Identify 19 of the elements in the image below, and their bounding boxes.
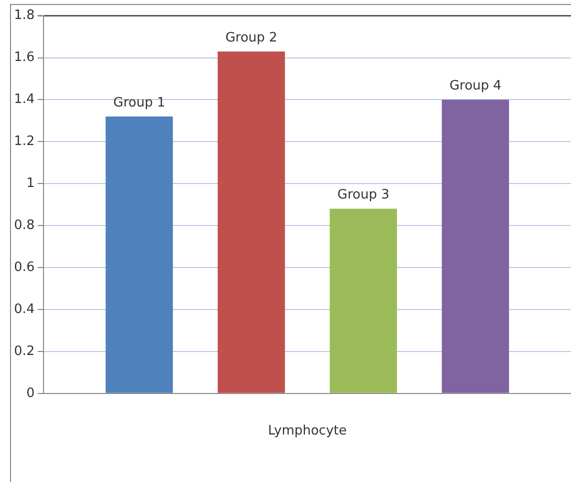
- series-label: Group 2: [225, 30, 278, 46]
- y-tick-label: 0.2: [14, 344, 35, 359]
- y-tick-label: 1.2: [14, 134, 35, 150]
- y-tick-label: 1: [26, 176, 35, 191]
- bar: [106, 116, 173, 393]
- bar: [442, 100, 510, 393]
- series-label: Group 4: [449, 78, 502, 94]
- y-tick-label: 1.6: [14, 50, 35, 66]
- series-label: Group 3: [337, 188, 390, 203]
- y-tick-label: 1.8: [14, 8, 35, 24]
- x-tick-label: Lymphocyte: [268, 424, 347, 439]
- y-tick-label: 1.4: [14, 92, 35, 108]
- bar: [218, 51, 285, 393]
- y-tick-label: 0.4: [14, 302, 35, 317]
- y-tick-label: 0.6: [14, 260, 35, 275]
- bar: [330, 208, 397, 393]
- series-label: Group 1: [113, 95, 166, 110]
- y-tick-label: 0: [26, 386, 35, 401]
- y-tick-label: 0.8: [14, 218, 35, 233]
